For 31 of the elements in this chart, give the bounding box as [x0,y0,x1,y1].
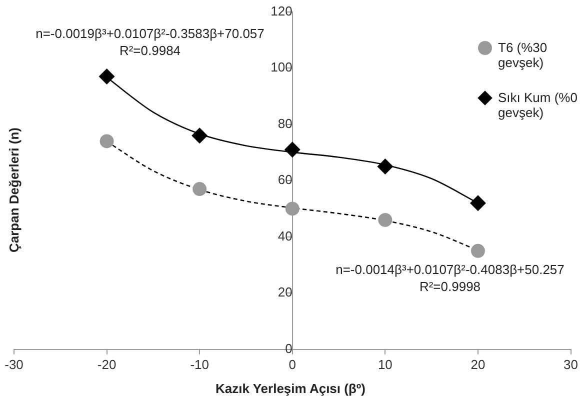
x-tick-label: 20 [470,356,486,372]
y-tick-label: 60 [278,172,292,188]
point [100,134,114,148]
y-tick-label: 40 [278,228,292,244]
annotation: R²=0.9984 [119,43,181,58]
point [192,128,208,144]
x-tick-label: -20 [97,356,116,372]
y-tick-label: 0 [285,340,292,356]
y-tick-label: 100 [270,60,292,75]
x-tick-label: -10 [190,356,209,372]
point [377,158,394,175]
annotation: R²=0.9998 [419,279,481,294]
x-tick-label: 10 [378,356,392,372]
y-tick-label: 80 [278,116,292,131]
point [470,195,486,212]
y-tick-label: 20 [278,284,292,300]
x-tick-label: -30 [4,356,24,372]
legend-label: Sıkı Kum (%0 gevşek) [498,90,578,120]
x-tick-label: 30 [564,356,578,372]
annotation: n=-0.0019β³+0.0107β²-0.3583β+70.057 [36,26,264,41]
y-tick-label: 120 [270,3,292,18]
y-axis-title: Çarpan Değerleri (n) [6,128,22,252]
legend-label: T6 (%30 gevşek) [498,40,548,70]
point [285,202,300,216]
point [378,212,392,227]
point [192,182,207,196]
point [470,244,485,258]
point [284,142,300,158]
x-axis-title: Kazık Yerleşim Açısı (βº) [214,381,366,396]
point [98,68,115,85]
annotation: n=-0.0014β³+0.0107β²-0.4083β+50.257 [336,262,564,277]
